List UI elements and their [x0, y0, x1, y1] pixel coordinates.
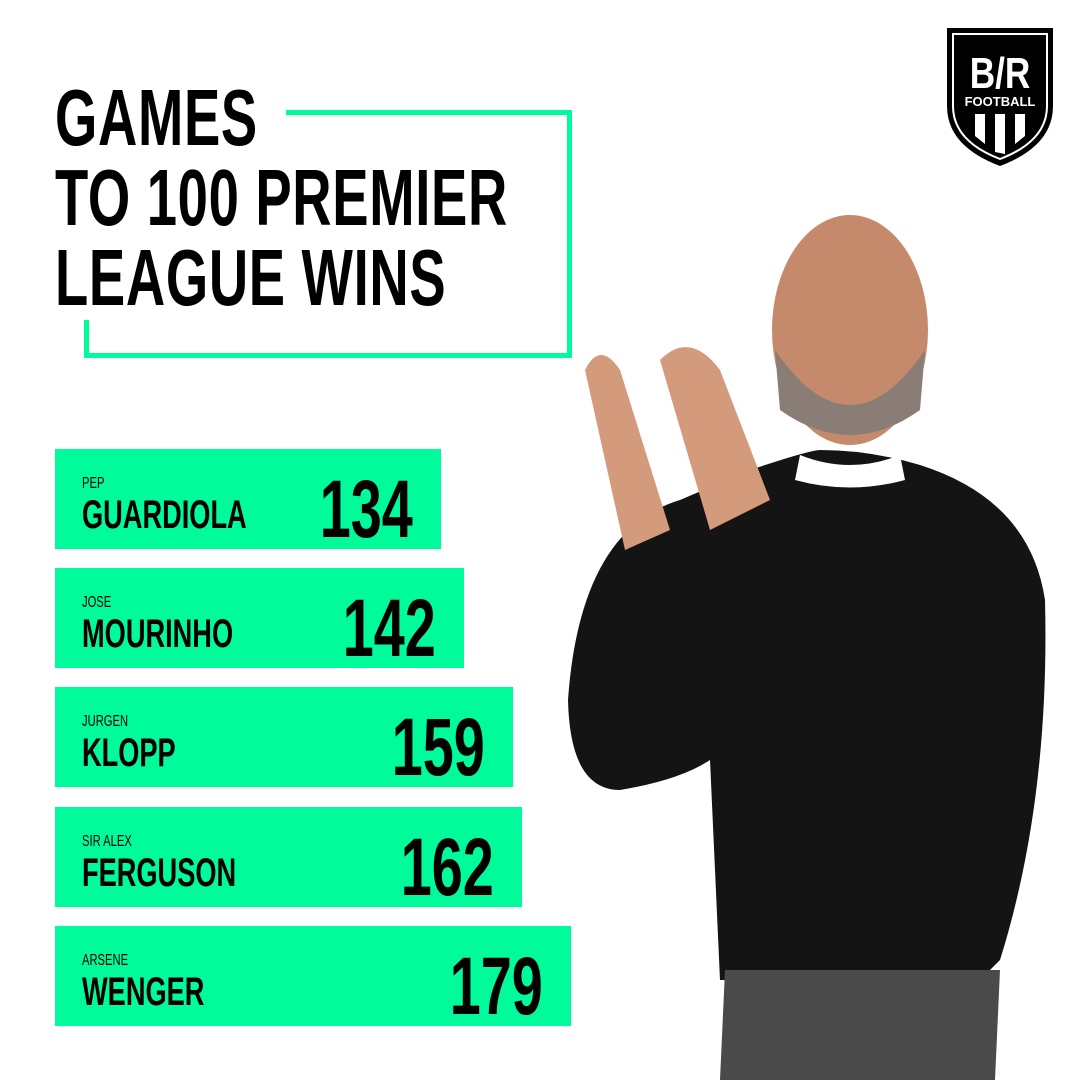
bar: SIR ALEX FERGUSON 162	[55, 807, 522, 913]
last-name: KLOPP	[82, 731, 176, 775]
bar-value: 159	[391, 702, 485, 793]
bar: JOSE MOURINHO 142	[55, 568, 464, 674]
bar-value: 162	[400, 822, 494, 913]
bar-value: 134	[319, 464, 413, 555]
first-name: SIR ALEX	[82, 833, 132, 850]
title-line: GAMES	[55, 73, 258, 162]
title-line: LEAGUE WINS	[55, 233, 447, 322]
title-frame-bottom	[84, 353, 572, 358]
last-name: WENGER	[82, 970, 205, 1014]
br-football-logo: B/R FOOTBALL	[947, 28, 1053, 166]
first-name: PEP	[82, 475, 105, 492]
manager-photo	[568, 215, 1046, 1080]
first-name: ARSENE	[82, 952, 129, 969]
svg-text:B/R: B/R	[970, 49, 1031, 98]
last-name: MOURINHO	[82, 612, 234, 656]
first-name: JURGEN	[82, 713, 129, 730]
title-frame-top	[286, 110, 572, 115]
last-name: GUARDIOLA	[82, 493, 247, 537]
bar: ARSENE WENGER 179	[55, 926, 571, 1032]
title-frame-left	[84, 320, 89, 358]
bar: JURGEN KLOPP 159	[55, 687, 513, 793]
title-frame-right	[567, 110, 572, 358]
title-line: TO 100 PREMIER	[55, 153, 508, 242]
last-name: FERGUSON	[82, 851, 237, 895]
bar-value: 142	[342, 583, 436, 674]
bar: PEP GUARDIOLA 134	[55, 449, 441, 555]
bar-value: 179	[449, 941, 543, 1032]
page-title: GAMES TO 100 PREMIER LEAGUE WINS	[55, 78, 508, 318]
first-name: JOSE	[82, 594, 112, 611]
svg-text:FOOTBALL: FOOTBALL	[965, 94, 1036, 109]
